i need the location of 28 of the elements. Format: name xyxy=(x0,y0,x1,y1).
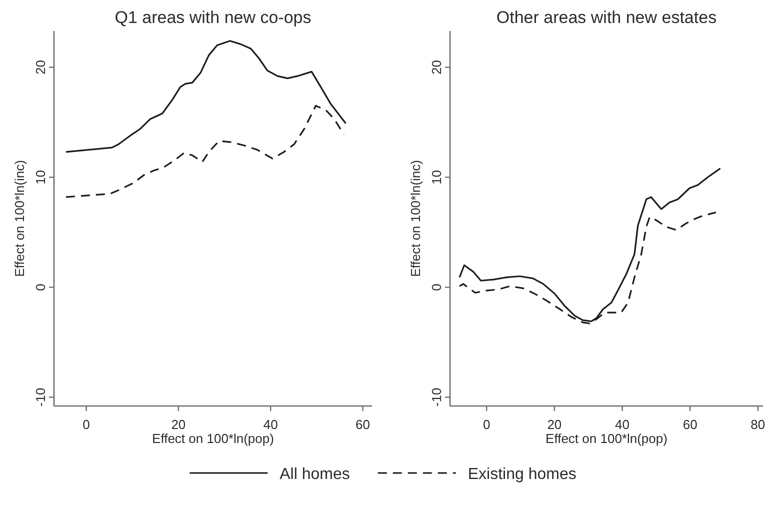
y-axis-title: Effect on 100*ln(inc) xyxy=(408,160,423,277)
x-tick-label: 40 xyxy=(615,417,630,432)
x-tick-label: 60 xyxy=(356,417,370,432)
x-tick-label: 80 xyxy=(750,417,766,432)
x-tick-label: 20 xyxy=(171,417,186,432)
x-tick-label: 40 xyxy=(263,417,278,432)
x-tick-label: 60 xyxy=(682,417,698,432)
x-tick-label: 0 xyxy=(483,417,490,432)
legend-label: Existing homes xyxy=(468,466,576,483)
y-tick-label: 20 xyxy=(33,60,48,75)
y-tick-label: 10 xyxy=(429,170,444,184)
x-axis-title: Effect on 100*ln(pop) xyxy=(546,431,668,446)
y-axis-title: Effect on 100*ln(inc) xyxy=(12,160,27,277)
line-series xyxy=(65,40,347,153)
y-tick-label: -10 xyxy=(429,388,444,407)
x-tick-label: 20 xyxy=(547,417,562,432)
y-tick-label: 0 xyxy=(429,284,444,291)
y-tick-label: 0 xyxy=(33,284,48,291)
chart-title: Other areas with new estates xyxy=(496,8,717,27)
line-series xyxy=(458,168,722,322)
x-tick-label: 0 xyxy=(82,417,90,432)
line-series xyxy=(65,104,345,198)
y-tick-label: -10 xyxy=(33,388,48,407)
legend-label: All homes xyxy=(280,466,350,483)
y-tick-label: 10 xyxy=(33,170,48,184)
y-tick-label: 20 xyxy=(429,60,444,75)
chart-title: Q1 areas with new co-ops xyxy=(114,8,312,27)
x-axis-title: Effect on 100*ln(pop) xyxy=(152,431,274,446)
